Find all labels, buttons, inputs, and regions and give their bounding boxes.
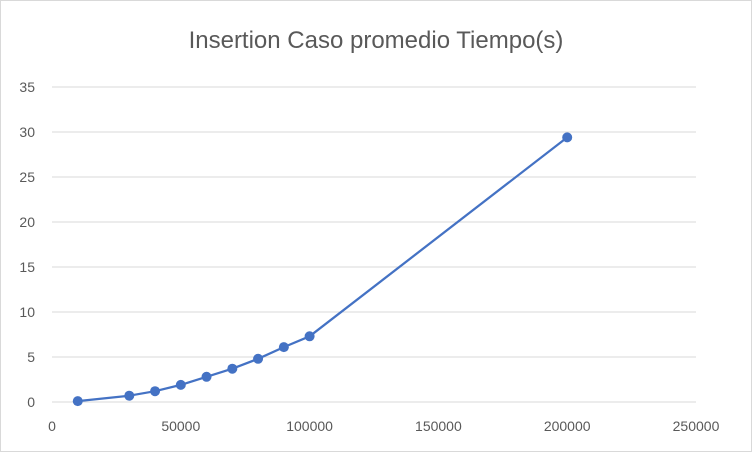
series-line <box>77 136 568 403</box>
data-point <box>150 386 161 397</box>
y-tick-label: 35 <box>19 79 35 95</box>
x-tick-label: 150000 <box>415 418 462 434</box>
x-tick-label: 100000 <box>286 418 333 434</box>
y-tick-label: 0 <box>27 394 35 410</box>
data-point <box>124 390 135 401</box>
y-tick-label: 5 <box>27 349 35 365</box>
chart-title: Insertion Caso promedio Tiempo(s) <box>188 27 564 54</box>
x-tick-label: 0 <box>48 418 56 434</box>
data-point <box>278 342 289 353</box>
data-point <box>201 371 212 382</box>
data-point <box>304 331 315 342</box>
y-tick-label: 25 <box>19 169 35 185</box>
data-point <box>227 363 238 374</box>
data-point <box>253 353 264 364</box>
x-tick-label: 200000 <box>544 418 591 434</box>
data-point <box>175 379 186 390</box>
x-tick-label: 250000 <box>673 418 720 434</box>
y-tick-label: 30 <box>19 124 35 140</box>
y-tick-label: 15 <box>19 259 35 275</box>
y-tick-label: 10 <box>19 304 35 320</box>
data-point <box>562 132 573 143</box>
y-tick-label: 20 <box>19 214 35 230</box>
data-point <box>72 396 83 407</box>
x-tick-label: 50000 <box>161 418 200 434</box>
